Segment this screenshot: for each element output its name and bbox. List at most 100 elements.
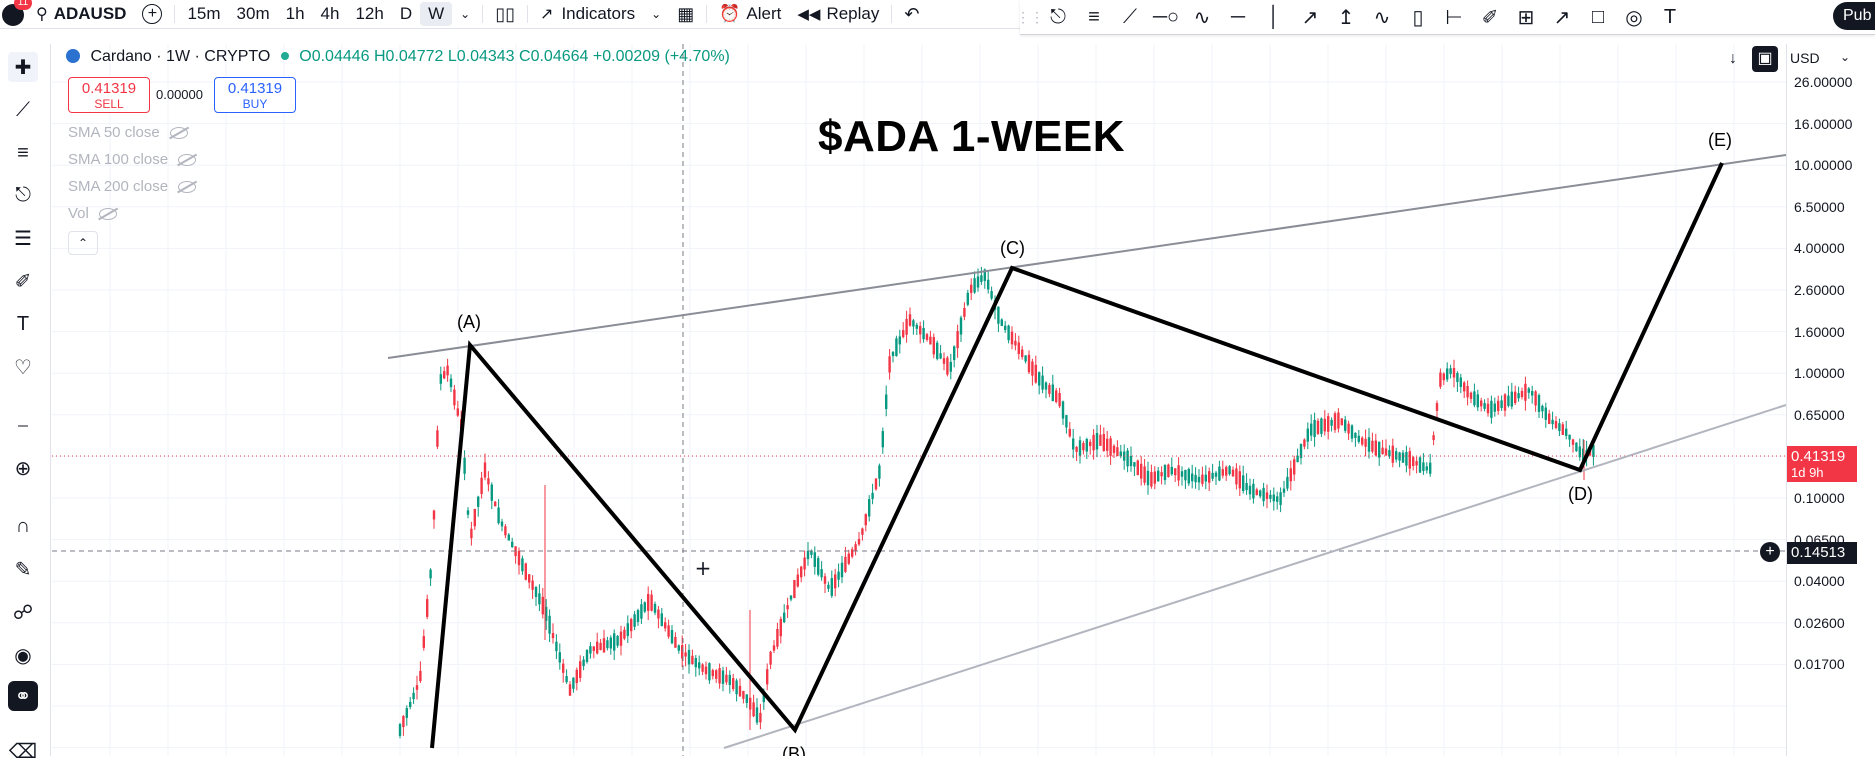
candle-body xyxy=(963,307,966,317)
candle-body xyxy=(1520,390,1524,398)
candle-body xyxy=(1228,466,1231,475)
trendline-icon[interactable]: ⟋ xyxy=(1123,5,1137,28)
magnet-icon[interactable]: ∩ xyxy=(15,514,31,537)
interval-d[interactable]: D xyxy=(399,4,413,23)
indicators-button[interactable]: ↗ Indicators xyxy=(532,0,643,28)
candle-body xyxy=(1310,423,1313,436)
indicator-sma50[interactable]: SMA 50 close xyxy=(68,124,188,141)
lock-icon[interactable]: ☍ xyxy=(12,601,34,624)
candle-body xyxy=(1272,494,1275,502)
candle-body xyxy=(942,358,946,364)
candle-body xyxy=(725,674,728,683)
wave-pattern-icon[interactable]: ∿ xyxy=(1193,6,1211,29)
brush-icon[interactable]: ✐ xyxy=(14,270,32,293)
hidden-eye-icon[interactable] xyxy=(178,153,197,166)
hidden-eye-icon[interactable] xyxy=(169,126,188,139)
candle-body xyxy=(446,365,449,376)
bar-countdown: 1d 9h xyxy=(1791,465,1824,480)
fib-icon[interactable]: ≡ xyxy=(17,141,29,164)
legend-close: C0.04664 xyxy=(519,48,589,65)
pattern-icon[interactable]: ⎋ xyxy=(1050,5,1066,28)
candle-body xyxy=(1075,446,1078,452)
alert-button[interactable]: ⏰ Alert xyxy=(711,0,789,28)
interval-1h[interactable]: 1h xyxy=(285,4,305,23)
candle-body xyxy=(517,550,521,566)
ruler-icon[interactable]: ⎯ xyxy=(18,413,28,436)
buy-button[interactable]: 0.41319 BUY xyxy=(214,77,296,113)
link-icon[interactable]: ⚭ xyxy=(8,681,38,711)
candle-body xyxy=(1544,407,1547,420)
interval-30m[interactable]: 30m xyxy=(236,4,270,23)
trendline-icon[interactable]: ⟋ xyxy=(16,98,30,121)
candle-body xyxy=(946,357,949,375)
candle-body xyxy=(504,526,507,536)
indicator-sma200[interactable]: SMA 200 close xyxy=(68,178,197,195)
hidden-eye-icon[interactable] xyxy=(178,180,197,193)
circle-icon[interactable]: ◎ xyxy=(1625,6,1643,29)
currency-selector[interactable]: USD ⌄ xyxy=(1790,50,1850,66)
zoom-icon[interactable]: ⊕ xyxy=(14,457,32,480)
date-range-icon[interactable]: ⊢ xyxy=(1445,6,1463,29)
forecast-icon[interactable]: ☰ xyxy=(14,227,32,250)
interval-dropdown[interactable]: ⌄ xyxy=(452,0,478,28)
symbol-search[interactable]: ⚲ ADAUSD xyxy=(28,0,134,28)
ray-icon[interactable]: ↗ xyxy=(1301,6,1319,29)
interval-4h[interactable]: 4h xyxy=(320,4,340,23)
add-symbol-button[interactable]: + xyxy=(134,0,170,28)
undo-button[interactable]: ↶ xyxy=(896,0,927,28)
rectangle-icon[interactable]: □ xyxy=(1591,5,1605,28)
indicator-sma100[interactable]: SMA 100 close xyxy=(68,151,197,168)
hidden-eye-icon[interactable] xyxy=(98,207,117,220)
drag-handle-icon[interactable]: ⋮⋮ xyxy=(1016,8,1044,25)
candle-body xyxy=(1160,472,1163,477)
candle-body xyxy=(1592,444,1595,457)
brush-icon[interactable]: ✐ xyxy=(1481,6,1499,29)
crosshair-icon[interactable]: ✚ xyxy=(8,52,38,82)
price-axis[interactable] xyxy=(1786,44,1875,756)
indicator-vol[interactable]: Vol xyxy=(68,205,117,222)
edit-lock-icon[interactable]: ✎ xyxy=(14,558,32,581)
interval-w[interactable]: W xyxy=(420,2,453,26)
cross-box-icon[interactable]: ⊞ xyxy=(1517,6,1535,29)
indicators-dropdown[interactable]: ⌄ xyxy=(643,0,669,28)
interval-12h[interactable]: 12h xyxy=(355,4,384,23)
arrow-marker-icon[interactable]: ↥ xyxy=(1337,6,1355,29)
fib-icon[interactable]: ≡ xyxy=(1088,5,1100,28)
interval-15m[interactable]: 15m xyxy=(187,4,221,23)
grid-icon: ▦ xyxy=(677,3,695,24)
heart-icon[interactable]: ♡ xyxy=(14,356,32,379)
symbol-description[interactable]: Cardano · 1W · CRYPTO xyxy=(90,48,271,65)
fullscreen-button[interactable]: ▣ xyxy=(1752,46,1778,72)
candle-body xyxy=(953,346,956,361)
candle-body xyxy=(1344,419,1347,431)
app-logo-icon[interactable]: 11 xyxy=(0,0,32,28)
replay-button[interactable]: ◀◀ Replay xyxy=(789,0,887,28)
collapse-legend-button[interactable]: ⌃ xyxy=(68,231,98,255)
chart-type-button[interactable]: ▯▯ xyxy=(487,0,523,28)
eye-icon[interactable]: ◉ xyxy=(14,644,32,667)
candle-body xyxy=(1330,419,1333,426)
text-icon[interactable]: T xyxy=(16,312,30,335)
publish-button[interactable]: Pub xyxy=(1833,2,1875,30)
candle-body xyxy=(813,552,816,567)
candle-body xyxy=(1027,354,1031,373)
templates-button[interactable]: ▦ xyxy=(669,0,702,28)
candle-body xyxy=(1262,487,1265,502)
scroll-to-latest-button[interactable]: ↓ xyxy=(1720,46,1746,72)
add-alert-plus-icon[interactable]: + xyxy=(1760,542,1780,562)
divider xyxy=(482,5,484,23)
chart-legend: Cardano · 1W · CRYPTO O0.04446 H0.04772 … xyxy=(66,48,730,66)
vertical-line-icon[interactable]: │ xyxy=(1267,5,1281,28)
sell-button[interactable]: 0.41319 SELL xyxy=(68,77,150,113)
arrow-icon[interactable]: ↗ xyxy=(1553,6,1571,29)
candle-body xyxy=(1204,474,1207,482)
horizontal-ray-icon[interactable]: ─○ xyxy=(1152,5,1180,28)
candle-body xyxy=(1184,469,1187,481)
bars-pattern-icon[interactable]: ▯ xyxy=(1412,6,1424,29)
elliott-wave-icon[interactable]: ∿ xyxy=(1373,6,1391,29)
price-tick-label: 0.65000 xyxy=(1794,406,1845,423)
text-tool-icon[interactable]: T xyxy=(1663,5,1677,28)
trash-icon[interactable]: ⌫ xyxy=(8,740,38,763)
pattern-icon[interactable]: ⎋ xyxy=(15,183,31,206)
horizontal-line-icon[interactable]: ─ xyxy=(1230,5,1246,28)
